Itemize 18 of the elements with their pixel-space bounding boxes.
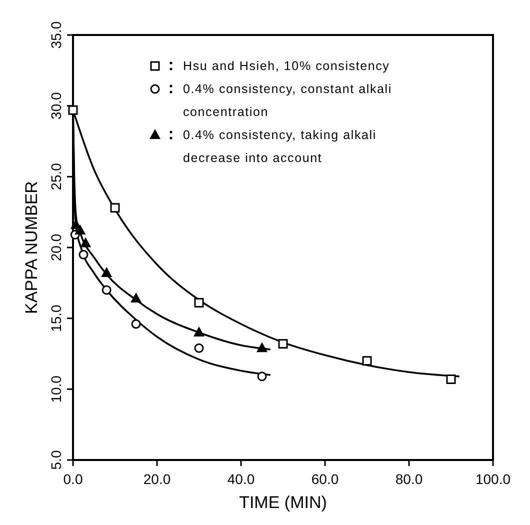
x-tick-label: 60.0 bbox=[311, 471, 339, 487]
y-tick-label: 5.0 bbox=[48, 450, 64, 470]
y-axis-title: KAPPA NUMBER bbox=[22, 181, 41, 314]
x-tick-label: 40.0 bbox=[227, 471, 255, 487]
x-tick-label: 20.0 bbox=[143, 471, 171, 487]
x-tick-label: 100.0 bbox=[475, 471, 511, 487]
y-tick-label: 25.0 bbox=[48, 162, 64, 190]
y-tick-label: 35.0 bbox=[48, 21, 64, 49]
y-tick-label: 10.0 bbox=[48, 375, 64, 403]
x-tick-label: 0.0 bbox=[63, 471, 83, 487]
y-tick-label: 20.0 bbox=[48, 234, 64, 262]
y-tick-label: 30.0 bbox=[48, 92, 64, 120]
y-tick-label: 15.0 bbox=[48, 304, 64, 332]
x-tick-label: 80.0 bbox=[395, 471, 423, 487]
legend-label: 0.4% consistency, constant alkali concentration bbox=[183, 82, 392, 119]
legend-label: 0.4% consistency, taking alkali decrease into account bbox=[183, 128, 376, 165]
legend-label: Hsu and Hsieh, 10% consistency bbox=[183, 59, 390, 73]
x-axis-title: TIME (MIN) bbox=[239, 493, 327, 512]
